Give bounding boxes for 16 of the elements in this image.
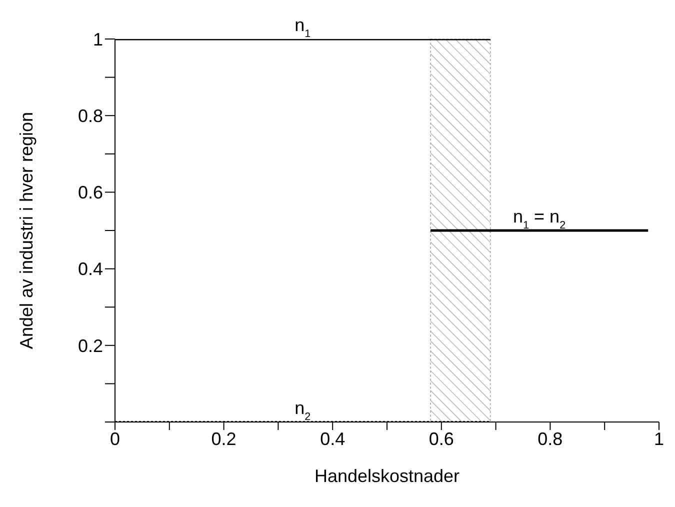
series-label: n$_{1}$ = n$_{2}$	[513, 206, 566, 232]
x-tick-label: 0	[110, 428, 120, 449]
y-tick-label: 0.8	[78, 106, 103, 126]
x-tick-label: 0.4	[320, 428, 346, 449]
x-tick-label: 0.6	[428, 428, 454, 449]
x-tick-label: 0.8	[538, 428, 563, 449]
y-tick-label: 1	[92, 29, 103, 50]
x-tick-label: 1	[654, 428, 664, 449]
y-tick-label: 0.4	[78, 259, 103, 280]
x-axis-title: Handelskostnader	[314, 466, 460, 486]
y-axis-title: Andel av industri i hver region	[16, 112, 36, 350]
y-tick-label: 0.6	[78, 182, 103, 203]
y-tick-label: 0.2	[78, 336, 103, 356]
x-tick-label: 0.2	[211, 428, 236, 449]
series-label: n$_{1}$	[294, 15, 311, 40]
series-label: n$_{2}$	[294, 398, 311, 423]
